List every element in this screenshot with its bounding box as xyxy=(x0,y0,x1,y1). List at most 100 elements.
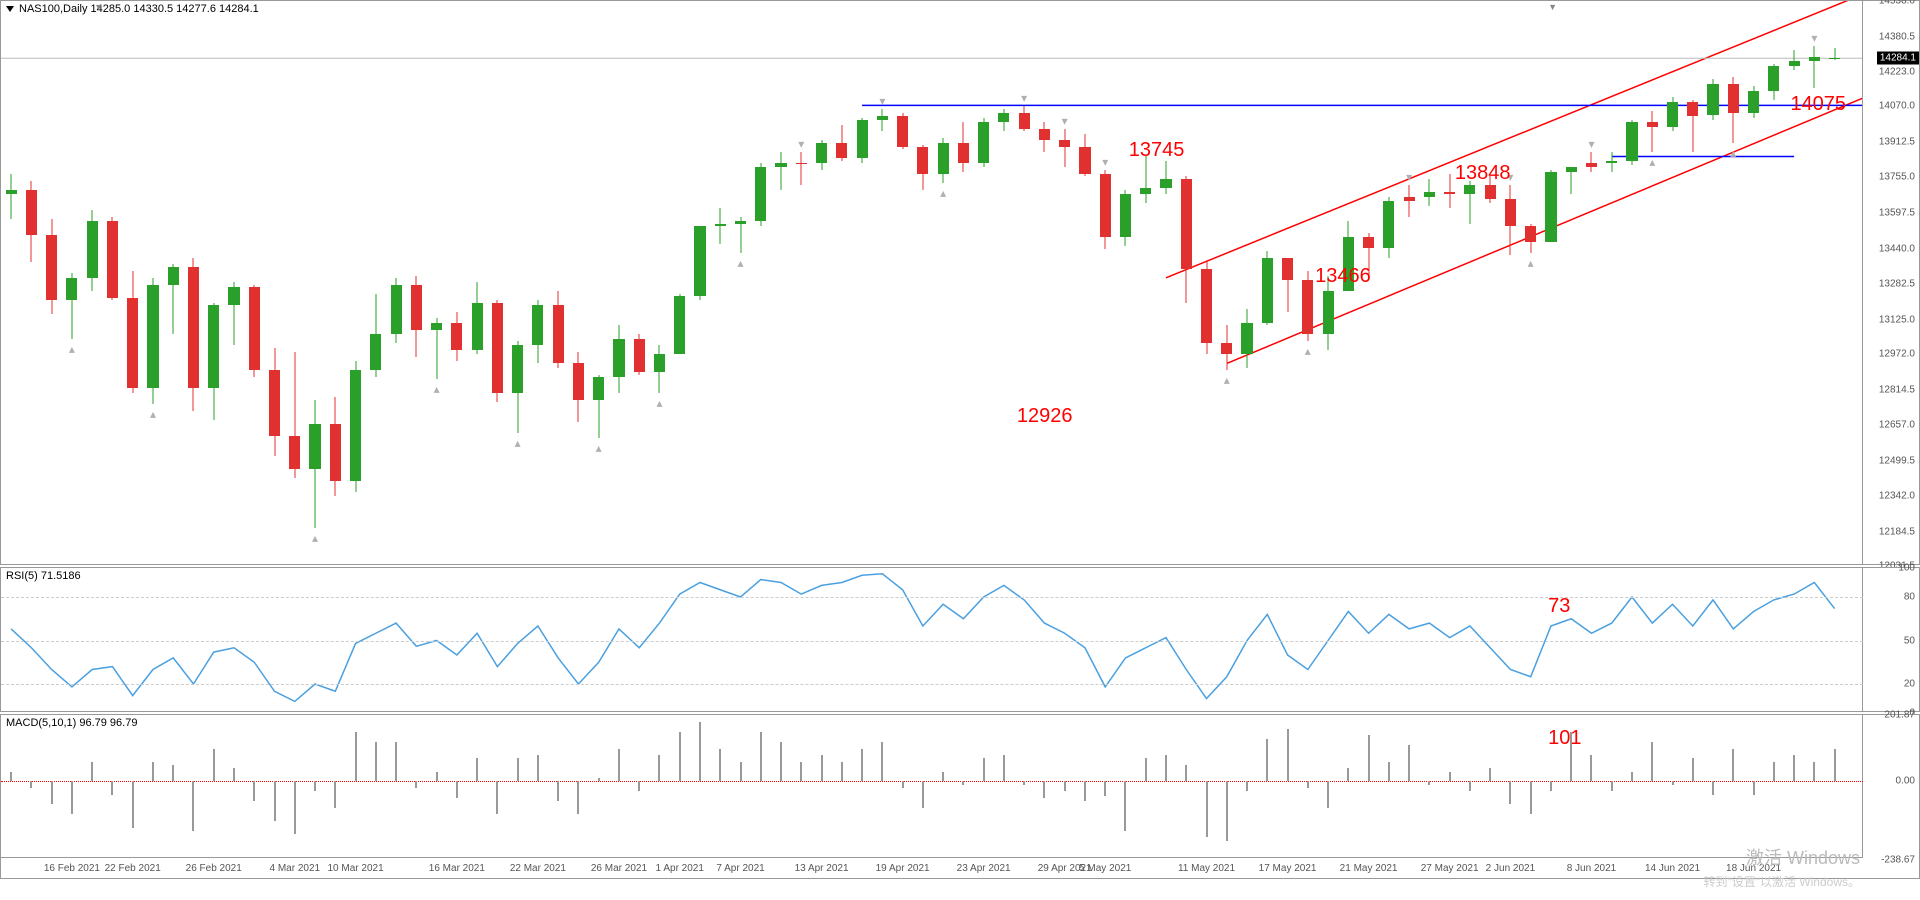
candle[interactable] xyxy=(553,1,564,566)
price-chart-panel[interactable]: NAS100,Daily 14285.0 14330.5 14277.6 142… xyxy=(0,0,1920,565)
candle[interactable] xyxy=(168,1,179,566)
candle[interactable] xyxy=(309,1,320,566)
candle[interactable] xyxy=(66,1,77,566)
candle[interactable] xyxy=(1505,1,1516,566)
candle[interactable] xyxy=(1586,1,1597,566)
candle[interactable] xyxy=(613,1,624,566)
candle[interactable] xyxy=(451,1,462,566)
candle[interactable] xyxy=(1404,1,1415,566)
macd-bar xyxy=(1185,765,1187,781)
candle[interactable] xyxy=(249,1,260,566)
candle[interactable] xyxy=(1100,1,1111,566)
candle[interactable] xyxy=(1120,1,1131,566)
macd-bar xyxy=(1165,755,1167,781)
candle[interactable] xyxy=(654,1,665,566)
candle[interactable] xyxy=(1707,1,1718,566)
candle[interactable] xyxy=(1748,1,1759,566)
candle[interactable] xyxy=(1160,1,1171,566)
candle[interactable] xyxy=(715,1,726,566)
candle[interactable] xyxy=(188,1,199,566)
candle[interactable] xyxy=(836,1,847,566)
macd-bar xyxy=(638,781,640,791)
macd-bar xyxy=(1023,781,1025,784)
macd-panel[interactable]: MACD(5,10,1) 96.79 96.79 201.870.00-238.… xyxy=(0,714,1920,879)
candle[interactable] xyxy=(1059,1,1070,566)
candle[interactable] xyxy=(593,1,604,566)
candle[interactable] xyxy=(208,1,219,566)
candle[interactable] xyxy=(1566,1,1577,566)
candle[interactable] xyxy=(1383,1,1394,566)
candle[interactable] xyxy=(1768,1,1779,566)
candle[interactable] xyxy=(1262,1,1273,566)
candle[interactable] xyxy=(775,1,786,566)
rsi-annotation: 73 xyxy=(1548,595,1570,618)
candle[interactable] xyxy=(289,1,300,566)
candle[interactable] xyxy=(228,1,239,566)
candle[interactable] xyxy=(1485,1,1496,566)
candle[interactable] xyxy=(978,1,989,566)
candle[interactable] xyxy=(1241,1,1252,566)
candle[interactable] xyxy=(897,1,908,566)
candle[interactable] xyxy=(472,1,483,566)
candle[interactable] xyxy=(107,1,118,566)
candle[interactable] xyxy=(1181,1,1192,566)
candle[interactable] xyxy=(1221,1,1232,566)
candle[interactable] xyxy=(796,1,807,566)
candle[interactable] xyxy=(370,1,381,566)
candle[interactable] xyxy=(431,1,442,566)
candle[interactable] xyxy=(1667,1,1678,566)
candle[interactable] xyxy=(87,1,98,566)
candle[interactable] xyxy=(1019,1,1030,566)
candle[interactable] xyxy=(1606,1,1617,566)
candle[interactable] xyxy=(694,1,705,566)
candle[interactable] xyxy=(1829,1,1840,566)
candle[interactable] xyxy=(1444,1,1455,566)
candle[interactable] xyxy=(1728,1,1739,566)
candle[interactable] xyxy=(512,1,523,566)
candle[interactable] xyxy=(1140,1,1151,566)
candle[interactable] xyxy=(6,1,17,566)
candle[interactable] xyxy=(917,1,928,566)
candle[interactable] xyxy=(1647,1,1658,566)
candle[interactable] xyxy=(492,1,503,566)
candle[interactable] xyxy=(1809,1,1820,566)
candle[interactable] xyxy=(1626,1,1637,566)
macd-bar xyxy=(213,749,215,782)
candle[interactable] xyxy=(26,1,37,566)
candle[interactable] xyxy=(998,1,1009,566)
candle[interactable] xyxy=(330,1,341,566)
candle[interactable] xyxy=(532,1,543,566)
candle[interactable] xyxy=(1789,1,1800,566)
macd-bar xyxy=(436,772,438,782)
x-tick: 1 Apr 2021 xyxy=(656,863,704,874)
candle[interactable] xyxy=(938,1,949,566)
candle[interactable] xyxy=(674,1,685,566)
candle[interactable] xyxy=(350,1,361,566)
rsi-panel[interactable]: RSI(5) 71.5186 1008050200 73 xyxy=(0,567,1920,712)
candle[interactable] xyxy=(1464,1,1475,566)
candle[interactable] xyxy=(877,1,888,566)
candle[interactable] xyxy=(1039,1,1050,566)
candle[interactable] xyxy=(1282,1,1293,566)
candle[interactable] xyxy=(958,1,969,566)
candle[interactable] xyxy=(755,1,766,566)
candle[interactable] xyxy=(391,1,402,566)
candle[interactable] xyxy=(1545,1,1556,566)
candle[interactable] xyxy=(269,1,280,566)
candle[interactable] xyxy=(1687,1,1698,566)
candle[interactable] xyxy=(816,1,827,566)
candle[interactable] xyxy=(127,1,138,566)
price-annotation: 14075 xyxy=(1790,93,1846,116)
candle[interactable] xyxy=(1302,1,1313,566)
candle[interactable] xyxy=(1079,1,1090,566)
candle[interactable] xyxy=(857,1,868,566)
candle[interactable] xyxy=(147,1,158,566)
candle[interactable] xyxy=(46,1,57,566)
candle[interactable] xyxy=(1201,1,1212,566)
candle[interactable] xyxy=(1424,1,1435,566)
candle[interactable] xyxy=(634,1,645,566)
candle[interactable] xyxy=(735,1,746,566)
candle[interactable] xyxy=(411,1,422,566)
candle[interactable] xyxy=(1525,1,1536,566)
candle[interactable] xyxy=(573,1,584,566)
